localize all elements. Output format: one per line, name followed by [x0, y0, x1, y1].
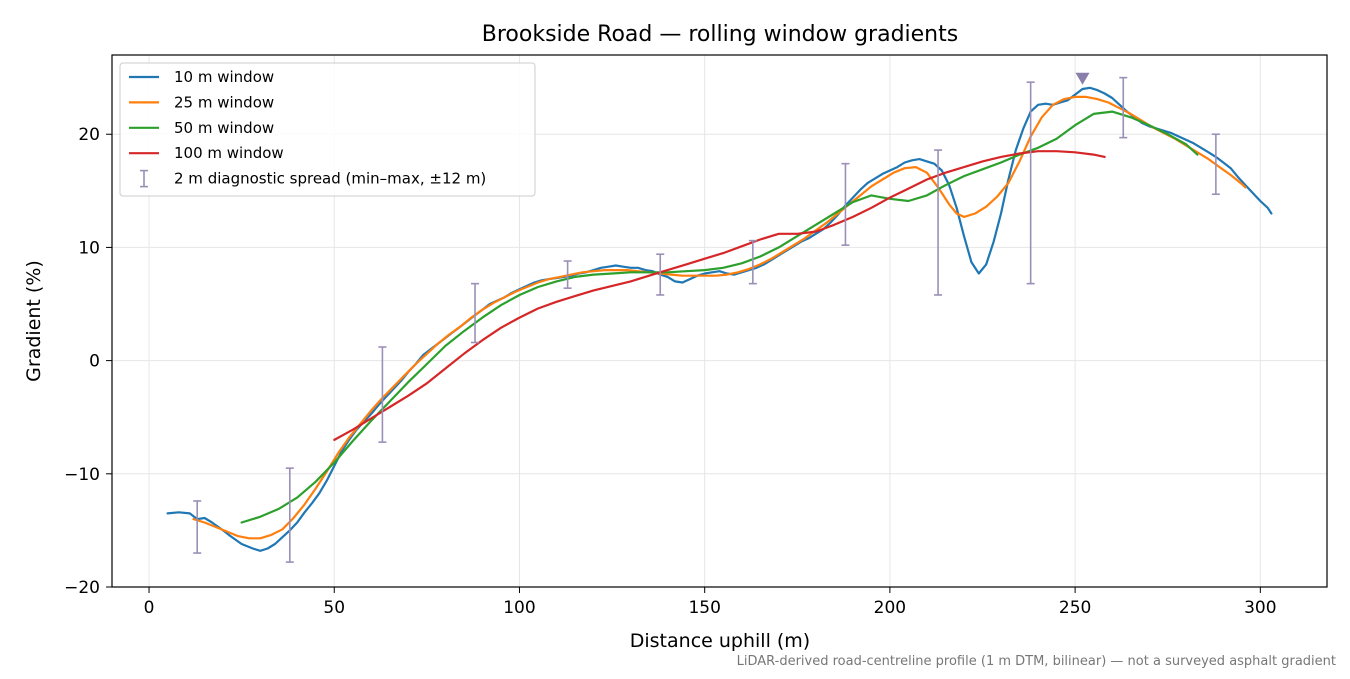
x-axis-label: Distance uphill (m) — [630, 630, 810, 652]
y-tick-label: 20 — [78, 125, 100, 145]
legend-label: 25 m window — [174, 93, 274, 111]
footnote: LiDAR-derived road-centreline profile (1… — [737, 654, 1336, 669]
y-tick-label: −20 — [64, 578, 100, 598]
legend-label: 2 m diagnostic spread (min–max, ±12 m) — [174, 170, 486, 188]
plot-frame — [111, 54, 1328, 588]
legend-label: 100 m window — [174, 144, 284, 162]
x-tick-label: 50 — [323, 598, 345, 618]
peak-marker — [1075, 72, 1090, 85]
legend-label: 50 m window — [174, 119, 274, 137]
chart-title: Brookside Road — rolling window gradient… — [482, 22, 958, 47]
series-line — [333, 150, 1106, 441]
x-tick-label: 150 — [688, 598, 720, 618]
legend-label: 10 m window — [174, 68, 274, 86]
legend: 10 m window 25 m window 50 m window 100 m w… — [119, 62, 536, 197]
x-tick-label: 100 — [503, 598, 535, 618]
x-tick-label: 300 — [1244, 598, 1276, 618]
series-line — [240, 110, 1199, 524]
x-tick-label: 250 — [1059, 598, 1091, 618]
legend-box — [119, 62, 536, 197]
series-line — [192, 95, 1247, 540]
y-tick-label: 10 — [78, 238, 100, 258]
y-axis-label: Gradient (%) — [23, 260, 45, 382]
plot-layer — [166, 72, 1273, 563]
axis-layer: 0 50 100 150 200 250 300 −20 −10 0 10 20 — [64, 125, 1276, 618]
x-tick-label: 200 — [874, 598, 906, 618]
x-tick-label: 0 — [144, 598, 155, 618]
y-tick-label: 0 — [89, 352, 100, 372]
y-tick-label: −10 — [64, 465, 100, 485]
